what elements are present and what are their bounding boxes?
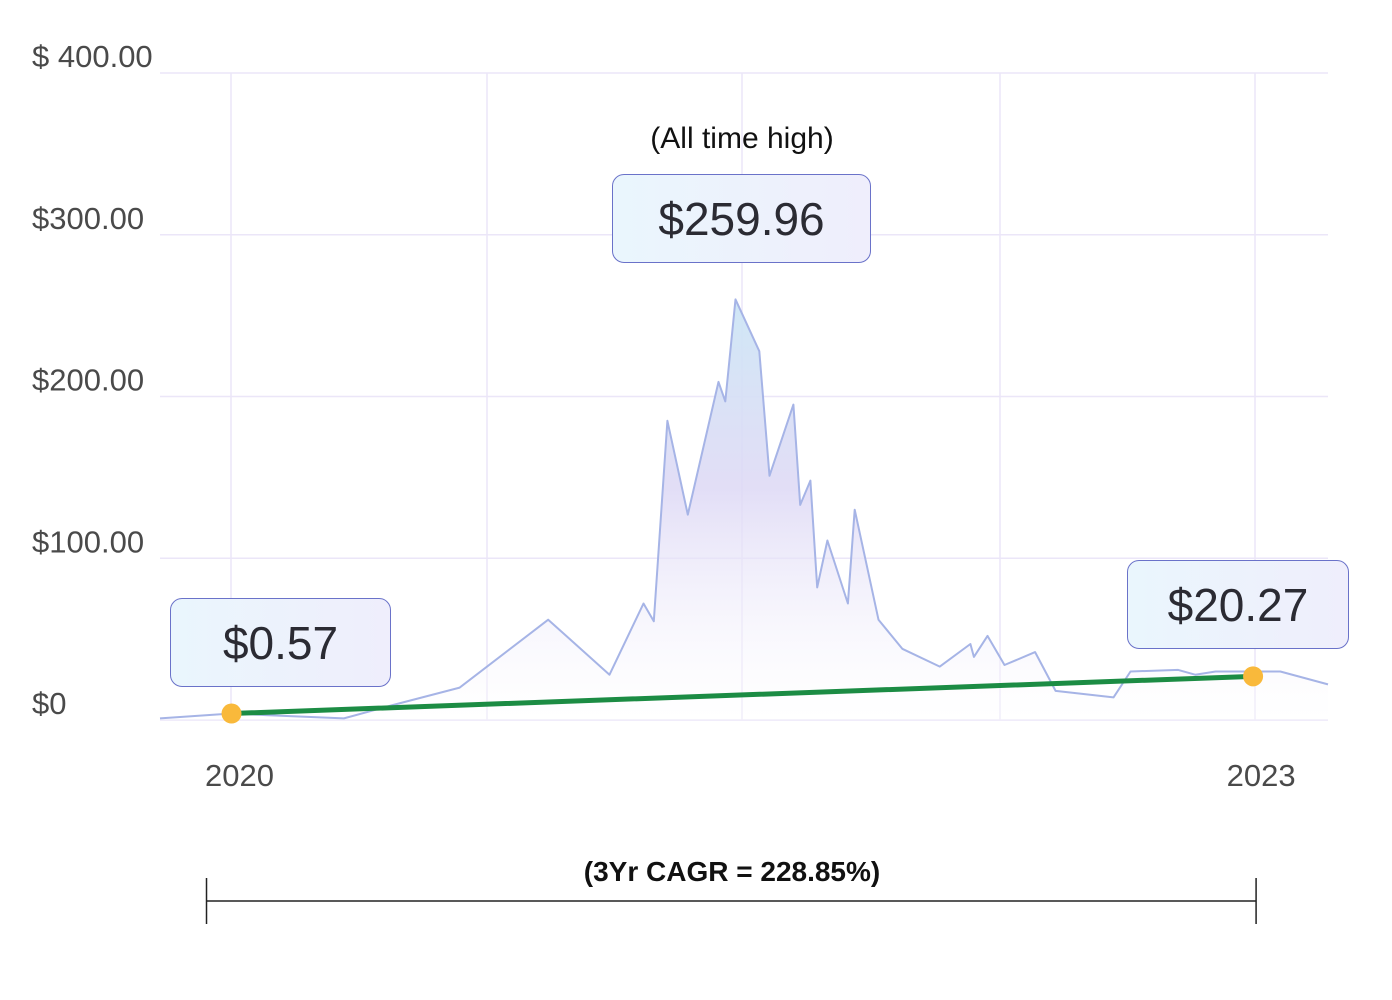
end-value-label: $20.27 (1167, 578, 1309, 631)
x-tick-label: 2020 (205, 758, 274, 793)
cagr-label: (3Yr CAGR = 228.85%) (583, 856, 881, 887)
markers-layer (221, 666, 1264, 724)
x-axis: 2020 2023 (205, 758, 1296, 793)
value-marker (221, 703, 242, 724)
y-tick-label: $0 (32, 686, 66, 721)
start-value-label: $0.57 (222, 616, 339, 669)
end-value-callout: $20.27 (1127, 560, 1349, 649)
trend-line (229, 673, 1256, 717)
price-area (160, 299, 1328, 720)
y-tick-label: $100.00 (32, 524, 144, 559)
all-time-high-note: (All time high) (650, 122, 834, 155)
peak-value-label: $259.96 (658, 192, 825, 245)
start-value-callout: $0.57 (170, 598, 391, 687)
x-tick-label: 2023 (1227, 758, 1296, 793)
price-line (159, 298, 1329, 720)
series-layer (159, 298, 1329, 720)
y-tick-label: $300.00 (32, 201, 144, 236)
peak-value-callout: $259.96 (612, 174, 871, 263)
value-marker (1243, 666, 1264, 687)
y-axis: $ 400.00 $300.00 $200.00 $100.00 $0 (32, 39, 153, 721)
cagr-span-bracket (205, 878, 1257, 924)
y-tick-label: $200.00 (32, 363, 144, 398)
y-tick-label: $ 400.00 (32, 39, 153, 74)
